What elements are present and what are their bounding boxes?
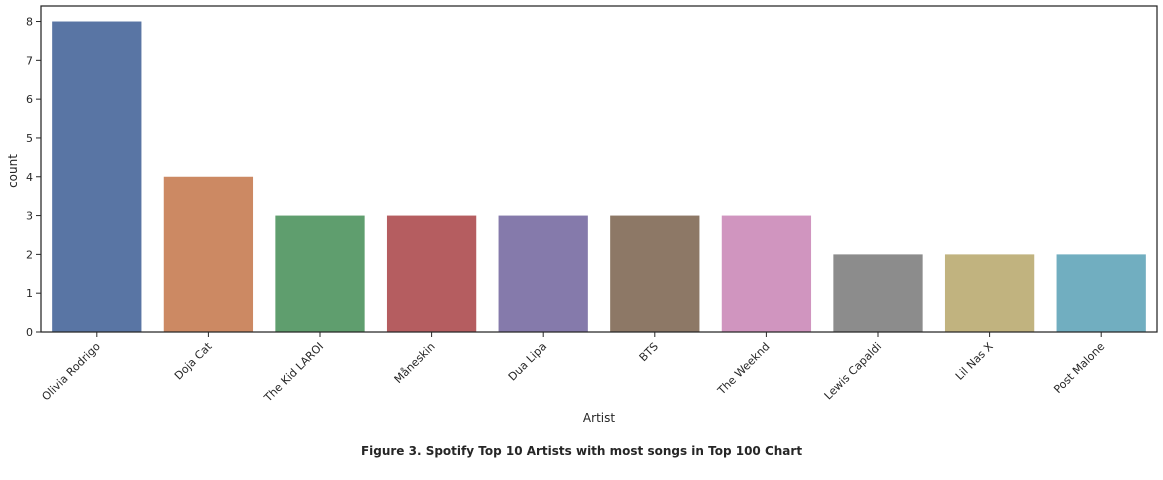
bar — [386, 215, 477, 332]
y-axis-label: count — [6, 154, 20, 188]
y-tick-label: 6 — [26, 93, 33, 106]
x-tick-label: Lil Nas X — [953, 340, 996, 383]
x-tick-label: Måneskin — [392, 340, 438, 386]
x-tick-label: Olivia Rodrigo — [39, 340, 103, 404]
bar — [52, 21, 142, 333]
x-tick-label: BTS — [637, 340, 661, 364]
bars-group — [52, 21, 1146, 333]
y-tick-label: 0 — [26, 326, 33, 339]
x-tick-label: The Weeknd — [715, 340, 773, 398]
x-tick-label: Post Malone — [1051, 340, 1107, 396]
figure-caption: Figure 3. Spotify Top 10 Artists with mo… — [360, 444, 803, 458]
x-axis: Olivia Rodrigo Doja Cat The Kid LAROI Månes… — [39, 332, 1107, 405]
y-tick-label: 7 — [26, 54, 33, 67]
bar-chart: 0 1 2 3 4 5 6 7 8 Olivia Rodrigo Doja Cat The Kid … — [6, 5, 1158, 425]
x-tick-label: The Kid LAROI — [261, 340, 326, 405]
y-tick-label: 5 — [26, 132, 33, 145]
y-tick-label: 3 — [26, 210, 33, 223]
bar — [498, 215, 588, 332]
bar — [721, 215, 812, 332]
x-tick-label: Doja Cat — [172, 339, 215, 382]
x-tick-label: Lewis Capaldi — [822, 340, 884, 402]
x-tick-label: Dua Lipa — [506, 340, 550, 384]
bar — [163, 176, 254, 332]
y-tick-label: 1 — [26, 287, 33, 300]
bar — [833, 254, 923, 332]
bar — [1056, 254, 1146, 332]
y-tick-label: 2 — [26, 248, 33, 261]
x-axis-label: Artist — [583, 411, 615, 425]
y-tick-label: 4 — [26, 171, 33, 184]
bar — [275, 215, 365, 332]
bar — [944, 254, 1035, 332]
y-axis: 0 1 2 3 4 5 6 7 8 — [26, 16, 41, 339]
plot-frame — [40, 5, 1158, 333]
y-tick-label: 8 — [26, 16, 33, 29]
bar — [610, 215, 700, 332]
